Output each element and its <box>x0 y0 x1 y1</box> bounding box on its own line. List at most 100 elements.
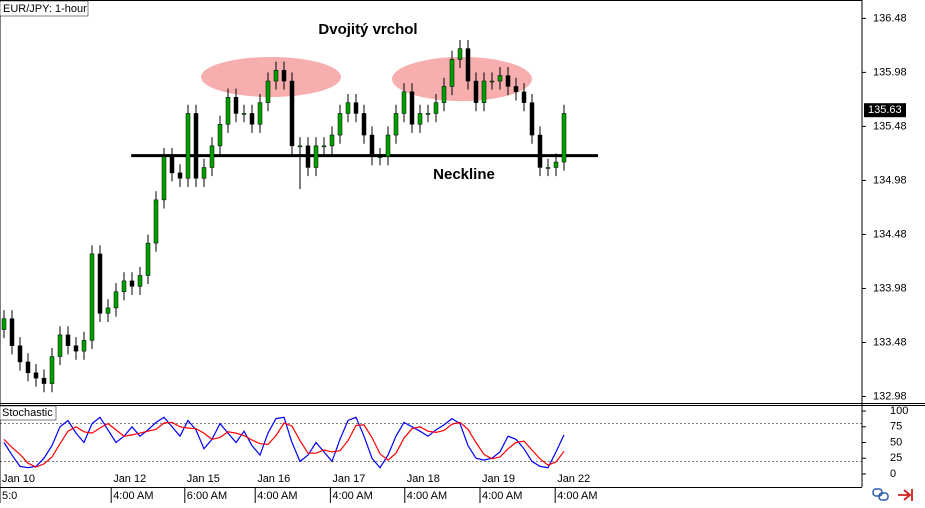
candle-body <box>433 102 439 114</box>
candle-body <box>329 134 335 147</box>
x-tick-time: 4:00 AM <box>557 490 597 502</box>
candle-body <box>217 123 223 147</box>
x-tick-label: Jan 15 <box>187 473 220 485</box>
candle-body <box>417 113 423 125</box>
candle-body <box>225 96 231 125</box>
candle-body <box>409 91 415 125</box>
candle-body <box>193 113 199 179</box>
candle-body <box>105 307 111 314</box>
candle-body <box>281 69 287 82</box>
x-tick-time: 5:0 <box>2 490 17 502</box>
price-tag <box>864 103 906 118</box>
chart-title: EUR/JPY: 1-hour <box>3 3 87 15</box>
annotation: Neckline <box>433 166 495 183</box>
indicator-box <box>0 405 57 421</box>
y-tick-label: 134.48 <box>873 228 907 240</box>
close-icon[interactable] <box>898 489 913 501</box>
candle-body <box>41 377 47 384</box>
x-tick-label: Jan 18 <box>407 473 440 485</box>
candle-body <box>481 80 487 103</box>
x-tick-time: 4:00 AM <box>482 490 522 502</box>
x-tick-time: 4:00 AM <box>332 490 372 502</box>
candle-body <box>73 345 79 352</box>
y-tick-label: 133.48 <box>873 336 907 348</box>
y-tick-label: 135.48 <box>873 120 907 132</box>
x-tick-label: Jan 10 <box>2 473 35 485</box>
y-tick-label: 132.98 <box>873 390 907 402</box>
candle-body <box>209 145 215 168</box>
candle-body <box>185 113 191 179</box>
candle-body <box>457 48 463 60</box>
candle-body <box>529 102 535 136</box>
candle-body <box>545 167 551 169</box>
candle-body <box>265 80 271 103</box>
candle-body <box>249 113 255 125</box>
y-tick-label: 0 <box>890 468 896 480</box>
candle-body <box>177 172 183 179</box>
candle-body <box>241 113 247 115</box>
y-tick-label: 50 <box>890 436 902 448</box>
candle-body <box>489 80 495 83</box>
candle-body <box>401 91 407 114</box>
x-tick-label: Jan 19 <box>482 473 515 485</box>
candle-body <box>521 91 527 103</box>
candle-body <box>393 113 399 136</box>
candle-body <box>505 75 511 87</box>
candle-body <box>57 334 63 357</box>
candle-body <box>113 291 119 309</box>
candle-body <box>145 242 151 276</box>
toolbar-icons[interactable] <box>872 488 913 501</box>
candle-body <box>257 102 263 125</box>
x-tick-time: 4:00 AM <box>257 490 297 502</box>
candle-body <box>353 102 359 114</box>
candle-body <box>537 134 543 168</box>
highlight-ellipse <box>201 57 341 97</box>
title-box <box>0 0 89 17</box>
link-icon[interactable] <box>878 492 889 501</box>
x-tick-label: Jan 16 <box>257 473 290 485</box>
y-tick-label: 135.98 <box>873 66 907 78</box>
y-tick-label: 136.48 <box>873 12 907 24</box>
y-tick-label: 133.98 <box>873 282 907 294</box>
x-tick-label: Jan 22 <box>557 473 590 485</box>
candle-body <box>425 113 431 115</box>
x-tick-time: 6:00 AM <box>187 490 227 502</box>
candle-body <box>33 372 39 379</box>
stochastic-line <box>3 416 565 469</box>
highlight-ellipse <box>392 57 532 101</box>
stochastic-line <box>3 421 565 468</box>
candle-body <box>297 145 303 148</box>
y-tick-label: 134.98 <box>873 174 907 186</box>
x-tick-label: Jan 12 <box>113 473 146 485</box>
candle-body <box>289 80 295 147</box>
y-tick-label: 100 <box>890 405 908 417</box>
candle-body <box>553 161 559 168</box>
y-tick-label: 75 <box>890 421 902 433</box>
candle-body <box>449 59 455 87</box>
candle-body <box>337 113 343 136</box>
candle-body <box>321 145 327 148</box>
candle-body <box>345 102 351 114</box>
candle-body <box>313 145 319 168</box>
candle-body <box>465 48 471 82</box>
candle-body <box>561 113 567 163</box>
candle-body <box>9 318 15 346</box>
candle-body <box>169 156 175 174</box>
candle-body <box>161 156 167 201</box>
candle-body <box>89 253 95 341</box>
candle-body <box>121 280 127 292</box>
candle-body <box>377 156 383 158</box>
candle-body <box>137 275 143 287</box>
candle-body <box>49 356 55 384</box>
candle-body <box>233 96 239 114</box>
annotation: Dvojitý vrchol <box>318 21 417 38</box>
candle-body <box>385 134 391 157</box>
y-tick-label: 25 <box>890 452 902 464</box>
candle-body <box>273 69 279 82</box>
x-tick-label: Jan 17 <box>332 473 365 485</box>
price-tag-label: 135.63 <box>868 104 902 116</box>
candle-body <box>65 334 71 346</box>
candle-body <box>25 361 31 373</box>
candle-body <box>201 167 207 179</box>
